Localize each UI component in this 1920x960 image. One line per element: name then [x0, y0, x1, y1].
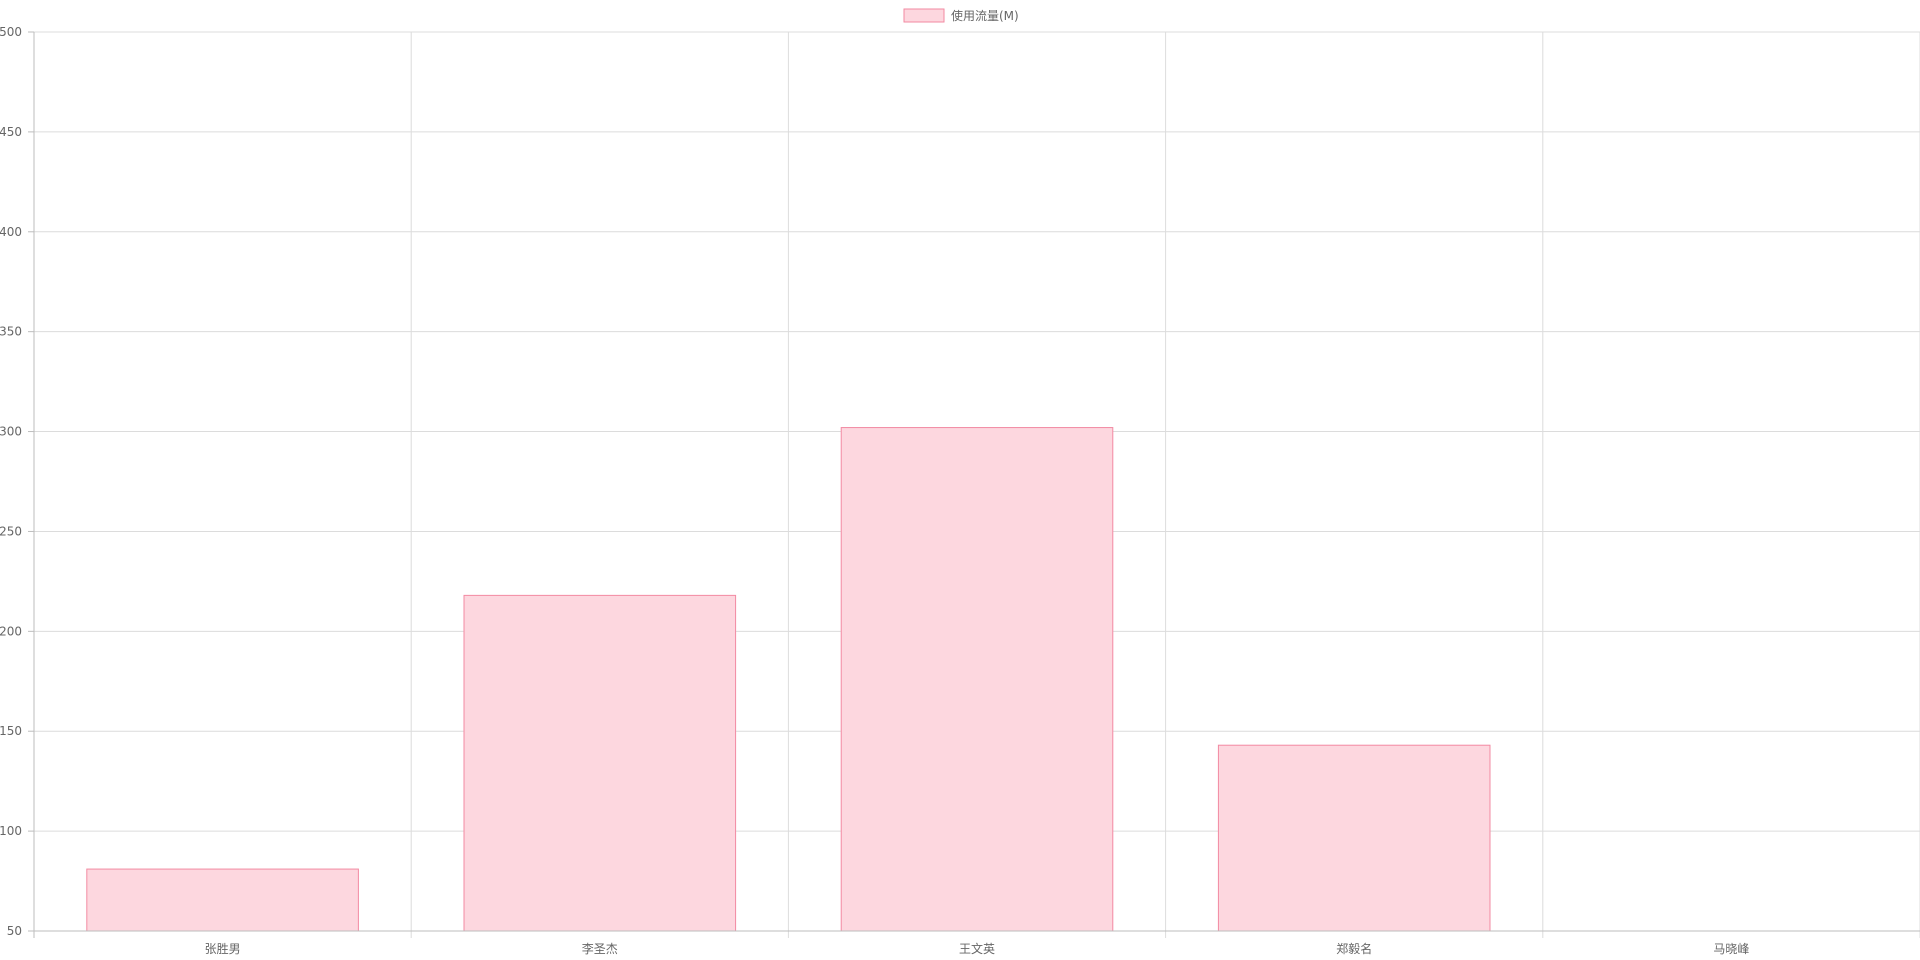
bar[interactable]: [840, 427, 1114, 932]
legend-label[interactable]: 使用流量(M): [951, 8, 1019, 23]
x-tick-label: 马晓峰: [1713, 942, 1749, 956]
bar[interactable]: [86, 868, 359, 932]
x-tick-labels: 张胜男 李圣杰 王文英 郑毅名 马晓峰: [205, 941, 1750, 956]
y-tick-labels: 500 450 400 350 300 250 200 150 100 50: [0, 25, 22, 938]
x-tick-label: 李圣杰: [582, 941, 618, 956]
y-tick-label: 500: [0, 25, 22, 39]
y-tick-label: 450: [0, 125, 22, 139]
x-tick-label: 王文英: [959, 941, 995, 956]
y-tick-label: 150: [0, 724, 22, 738]
y-tick-label: 300: [0, 425, 22, 439]
bar[interactable]: [463, 594, 737, 932]
x-tick-label: 张胜男: [205, 941, 241, 956]
bar[interactable]: [1217, 744, 1491, 932]
y-tick-label: 250: [0, 524, 22, 538]
y-tick-label: 350: [0, 325, 22, 339]
y-tick-label: 100: [0, 824, 22, 838]
y-tick-label: 50: [7, 924, 22, 938]
x-tick-label: 郑毅名: [1336, 941, 1372, 956]
y-tick-label: 200: [0, 624, 22, 638]
legend[interactable]: 使用流量(M): [903, 8, 1019, 23]
legend-swatch[interactable]: [903, 8, 945, 23]
y-tick-label: 400: [0, 225, 22, 239]
axes: [28, 31, 1920, 932]
bars: [86, 427, 1491, 932]
